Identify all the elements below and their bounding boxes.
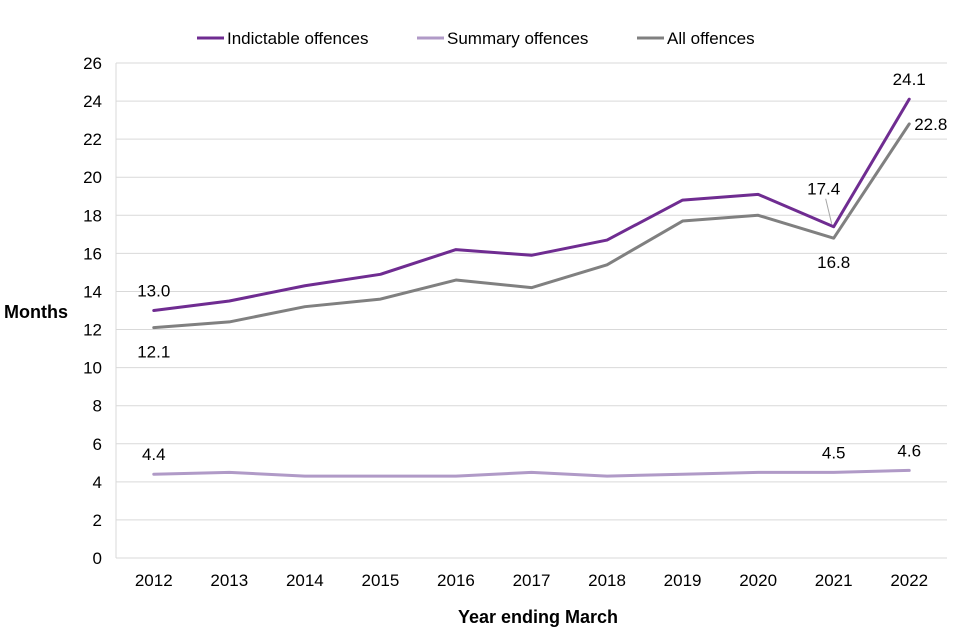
x-tick-label: 2014 (286, 571, 324, 590)
y-tick-label: 20 (83, 168, 102, 187)
y-tick-label: 8 (93, 397, 102, 416)
data-label: 4.4 (142, 445, 166, 464)
data-label: 16.8 (817, 253, 850, 272)
data-label: 4.5 (822, 443, 846, 462)
x-axis-ticks: 2012 2013 2014 2015 2016 2017 2018 2019 2020 2021… (135, 571, 928, 590)
legend-label: Indictable offences (227, 29, 368, 48)
x-tick-label: 2019 (664, 571, 702, 590)
y-tick-label: 16 (83, 244, 102, 263)
data-label-leader-line (825, 198, 833, 224)
data-label: 24.1 (893, 70, 926, 89)
series-line-all-offences (152, 122, 911, 330)
y-tick-label: 10 (83, 359, 102, 378)
y-axis-title: Months (4, 302, 68, 322)
gridlines (115, 62, 947, 559)
x-tick-label: 2017 (513, 571, 551, 590)
x-tick-label: 2012 (135, 571, 173, 590)
series-line-summary-offences (152, 468, 911, 478)
y-tick-label: 2 (93, 511, 102, 530)
y-tick-label: 0 (93, 549, 102, 568)
y-tick-label: 6 (93, 435, 102, 454)
x-tick-label: 2013 (210, 571, 248, 590)
x-tick-label: 2020 (739, 571, 777, 590)
y-tick-label: 4 (93, 473, 102, 492)
y-tick-label: 12 (83, 321, 102, 340)
data-label: 17.4 (807, 180, 840, 199)
series-line-indictable-offences (152, 97, 911, 312)
data-label: 13.0 (137, 282, 170, 301)
data-label: 4.6 (897, 441, 921, 460)
legend: Indictable offences Summary offences All o… (197, 29, 755, 48)
y-tick-label: 26 (83, 54, 102, 73)
y-tick-label: 22 (83, 130, 102, 149)
x-tick-label: 2022 (890, 571, 928, 590)
legend-label: Summary offences (447, 29, 588, 48)
x-tick-label: 2021 (815, 571, 853, 590)
data-labels: 13.0 17.4 24.1 4.4 4.5 4.6 12.1 16.8 22.8 (137, 70, 947, 464)
x-tick-label: 2015 (361, 571, 399, 590)
y-tick-label: 24 (83, 92, 102, 111)
y-tick-label: 18 (83, 206, 102, 225)
x-axis-title: Year ending March (458, 607, 618, 627)
series-lines (152, 97, 911, 478)
data-label: 12.1 (137, 343, 170, 362)
x-tick-label: 2018 (588, 571, 626, 590)
data-label: 22.8 (914, 115, 947, 134)
x-tick-label: 2016 (437, 571, 475, 590)
legend-label: All offences (667, 29, 755, 48)
y-tick-label: 14 (83, 282, 102, 301)
